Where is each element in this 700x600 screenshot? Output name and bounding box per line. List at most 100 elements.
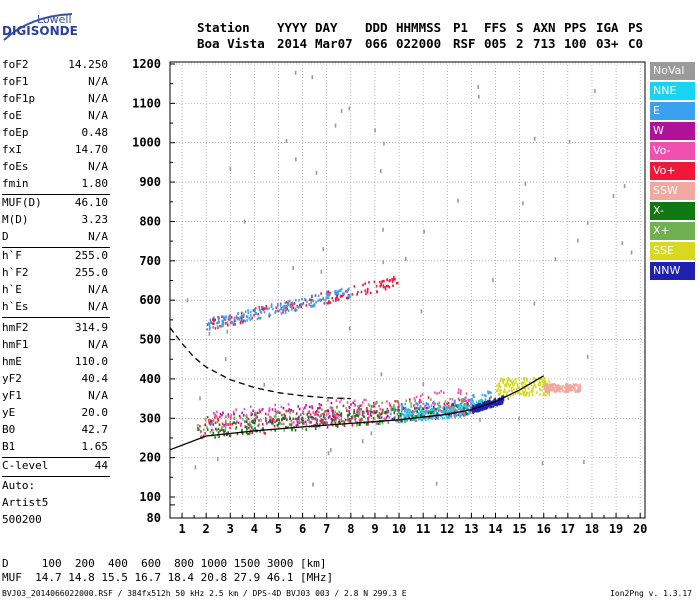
echo-point bbox=[301, 419, 304, 422]
hdr-label-s: S bbox=[516, 20, 524, 35]
echo-point bbox=[451, 398, 454, 401]
echo-point bbox=[478, 399, 480, 403]
echo-point bbox=[264, 412, 267, 416]
echo-point bbox=[268, 307, 270, 310]
echo-point bbox=[212, 423, 215, 426]
echo-point bbox=[348, 412, 351, 415]
echo-point bbox=[429, 416, 432, 419]
param-name: hmF2 bbox=[2, 321, 29, 334]
echo-point bbox=[199, 396, 201, 401]
legend-item-sse: SSE bbox=[650, 242, 695, 260]
echo-point bbox=[315, 421, 318, 424]
echo-point bbox=[285, 425, 287, 429]
echo-point bbox=[377, 422, 380, 425]
echo-point bbox=[551, 383, 554, 386]
echo-point bbox=[458, 414, 461, 417]
legend-item-nnw: NNW bbox=[650, 262, 695, 280]
echo-point bbox=[415, 402, 417, 405]
echo-point bbox=[520, 382, 523, 385]
echo-point bbox=[511, 381, 513, 384]
echo-point bbox=[314, 417, 317, 420]
hdr-label-ps: PS bbox=[628, 20, 644, 35]
echo-point bbox=[290, 408, 293, 412]
echo-point bbox=[370, 414, 373, 418]
echo-point bbox=[365, 398, 367, 402]
echo-point bbox=[553, 390, 556, 393]
echo-point bbox=[314, 423, 316, 427]
echo-point bbox=[340, 418, 343, 421]
echo-point bbox=[437, 409, 440, 413]
echo-point bbox=[279, 304, 282, 307]
echo-point bbox=[209, 430, 212, 434]
echo-point bbox=[399, 414, 402, 417]
param-value: N/A bbox=[88, 75, 108, 88]
param-name: foEs bbox=[2, 160, 29, 173]
echo-point bbox=[261, 306, 263, 309]
echo-point bbox=[452, 408, 455, 412]
echo-point bbox=[553, 382, 555, 386]
muf-row: MUF 14.7 14.8 15.5 16.7 18.4 20.8 27.9 4… bbox=[2, 571, 334, 584]
echo-point bbox=[510, 379, 512, 383]
echo-point bbox=[432, 401, 434, 405]
echo-point bbox=[518, 416, 520, 421]
echo-point bbox=[230, 414, 233, 417]
echo-point bbox=[452, 403, 455, 407]
echo-point bbox=[354, 418, 356, 421]
echo-point bbox=[235, 315, 238, 318]
x-tick-label: 11 bbox=[416, 522, 430, 536]
echo-point bbox=[338, 289, 340, 293]
echo-point bbox=[213, 316, 215, 319]
echo-point bbox=[413, 397, 416, 400]
echo-point bbox=[532, 385, 535, 388]
legend-item-ssw: SSW bbox=[650, 182, 695, 200]
echo-point bbox=[331, 296, 334, 300]
echo-point bbox=[227, 423, 229, 426]
echo-point bbox=[219, 415, 221, 419]
echo-point bbox=[327, 290, 330, 293]
legend-item-x-minus: X- bbox=[650, 202, 695, 220]
echo-point bbox=[450, 403, 453, 406]
echo-point bbox=[458, 412, 461, 415]
echo-point bbox=[498, 402, 501, 405]
echo-point bbox=[209, 325, 211, 329]
echo-point bbox=[238, 318, 241, 321]
echo-point bbox=[463, 405, 466, 408]
echo-point bbox=[497, 392, 500, 396]
echo-point bbox=[576, 389, 578, 393]
echo-point bbox=[621, 241, 624, 246]
echo-point bbox=[224, 424, 227, 427]
echo-point bbox=[221, 322, 224, 325]
echo-point bbox=[557, 385, 560, 388]
legend-item-vo-minus: Vo- bbox=[650, 142, 695, 160]
echo-point bbox=[241, 318, 244, 322]
echo-point bbox=[235, 426, 238, 429]
param-row-fof1p: foF1p N/A bbox=[2, 92, 108, 109]
echo-point bbox=[268, 420, 270, 424]
echo-point bbox=[435, 481, 438, 486]
echo-point bbox=[438, 407, 440, 410]
echo-point bbox=[241, 428, 243, 432]
echo-point bbox=[242, 321, 244, 324]
echo-point bbox=[280, 312, 283, 315]
echo-point bbox=[212, 326, 214, 329]
echo-point bbox=[498, 393, 501, 397]
echo-point bbox=[399, 415, 401, 419]
echo-point bbox=[354, 404, 356, 407]
echo-point bbox=[360, 290, 363, 294]
echo-point bbox=[333, 419, 336, 422]
echo-point bbox=[461, 399, 464, 403]
echo-point bbox=[240, 314, 243, 317]
echo-point bbox=[500, 377, 502, 380]
echo-point bbox=[465, 396, 467, 399]
echo-point bbox=[275, 412, 277, 416]
echo-point bbox=[251, 419, 254, 423]
echo-point bbox=[246, 420, 248, 424]
echo-point bbox=[295, 412, 298, 415]
echo-point bbox=[449, 407, 452, 411]
echo-point bbox=[510, 387, 513, 390]
echo-point bbox=[333, 415, 335, 418]
echo-point bbox=[479, 403, 482, 406]
echo-point bbox=[310, 305, 313, 308]
echo-point bbox=[344, 418, 347, 422]
echo-point bbox=[447, 401, 450, 405]
